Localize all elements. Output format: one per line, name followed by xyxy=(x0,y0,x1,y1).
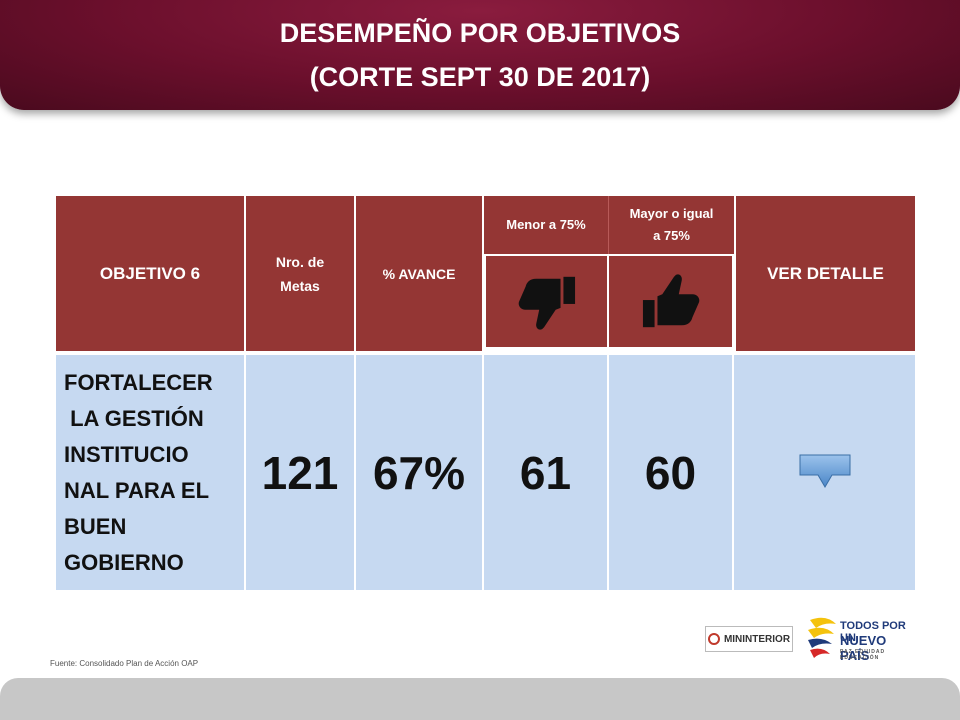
source-note: Fuente: Consolidado Plan de Acción OAP xyxy=(50,659,199,668)
header-menor-icon-cell xyxy=(484,254,609,349)
row-nro-metas: 121 xyxy=(246,355,356,590)
row-mayor-value: 60 xyxy=(644,446,697,499)
row-objetivo-line-4: NAL PARA EL xyxy=(64,477,210,503)
footer-bar xyxy=(0,678,960,720)
row-objetivo-line-6: GOBIERNO xyxy=(64,549,184,575)
row-mayor: 60 xyxy=(609,355,734,590)
header-menor-label: Menor a 75% xyxy=(506,217,586,232)
page-title: DESEMPEÑO POR OBJETIVOS xyxy=(279,18,681,48)
down-arrow-button-icon[interactable] xyxy=(798,453,852,493)
header-menor: Menor a 75% xyxy=(484,196,609,254)
header-ver-detalle-label: VER DETALLE xyxy=(767,263,884,283)
row-nro-metas-value: 121 xyxy=(261,446,339,499)
row-avance-value: 67% xyxy=(372,446,466,499)
header-nro-metas-label: Nro. de Metas xyxy=(275,253,325,294)
title-banner: DESEMPEÑO POR OBJETIVOS (CORTE SEPT 30 D… xyxy=(0,0,960,110)
todos-por-un-nuevo-pais-logo: TODOS POR UN NUEVO PAÍS PAZ EQUIDAD EDUC… xyxy=(806,614,916,663)
row-objetivo-line-2: LA GESTIÓN xyxy=(64,405,204,431)
mininterior-logo-text: MININTERIOR xyxy=(723,633,791,645)
colombia-flag-swoosh-icon xyxy=(808,617,836,658)
header-mayor: Mayor o igual a 75% xyxy=(609,196,734,254)
header-avance-label: % AVANCE xyxy=(382,265,456,282)
logo-line-3: PAZ EQUIDAD EDUCACIÓN xyxy=(840,649,886,661)
thumbs-down-icon xyxy=(515,271,577,333)
header-avance: % AVANCE xyxy=(356,196,484,351)
header-objetivo: OBJETIVO 6 xyxy=(56,196,246,351)
page-subtitle: (CORTE SEPT 30 DE 2017) xyxy=(309,62,651,92)
row-objetivo: FORTALECER LA GESTIÓN INSTITUCIO NAL PAR… xyxy=(56,355,246,590)
row-objetivo-line-5: BUEN xyxy=(64,513,127,539)
logo-line-2: NUEVO PAÍS xyxy=(840,633,887,663)
logo-line-1: TODOS POR UN xyxy=(840,620,906,644)
row-ver-detalle xyxy=(734,355,915,590)
row-objetivo-line-3: INSTITUCIO xyxy=(64,441,189,467)
objectives-table: OBJETIVO 6 Nro. de Metas % AVANCE Menor … xyxy=(56,196,915,590)
header-mayor-label: Mayor o igual a 75% xyxy=(629,206,714,243)
thumbs-frame xyxy=(484,254,734,349)
row-objetivo-line-1: FORTALECER xyxy=(64,369,213,395)
mininterior-logo: MININTERIOR xyxy=(705,626,793,652)
header-ver-detalle: VER DETALLE xyxy=(734,196,915,351)
header-nro-metas: Nro. de Metas xyxy=(246,196,356,351)
header-objetivo-label: OBJETIVO 6 xyxy=(99,263,201,283)
thumbs-up-icon xyxy=(639,271,705,333)
seal-icon xyxy=(707,633,720,645)
row-avance: 67% xyxy=(356,355,484,590)
row-menor: 61 xyxy=(484,355,609,590)
row-menor-value: 61 xyxy=(519,446,572,499)
header-mayor-icon-cell xyxy=(609,254,734,349)
